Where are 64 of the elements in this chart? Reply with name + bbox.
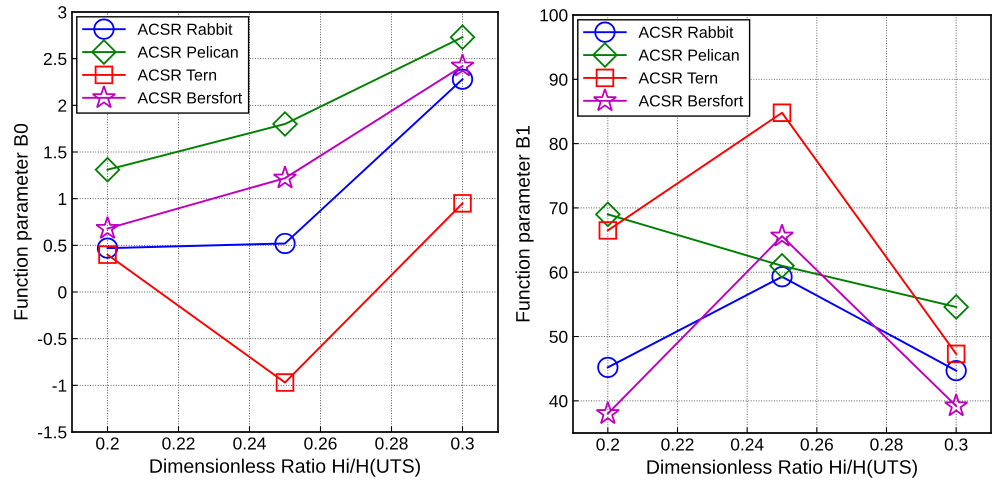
point: [943, 294, 969, 320]
y-tick-label: 40: [549, 395, 568, 408]
y-tick-label: 50: [550, 330, 568, 343]
y-tick-label: 60: [550, 266, 568, 279]
point: [946, 344, 966, 364]
x-axis-title: Dimensionless Ratio Hi/H(UTS): [647, 460, 917, 478]
y-tick-label: -0.5: [38, 332, 66, 346]
y-tick-label: 1: [58, 193, 66, 205]
y-tick-label: 0: [58, 286, 66, 298]
point: [596, 401, 620, 424]
x-tick-label: 0.22: [661, 438, 694, 451]
point: [450, 24, 476, 50]
point: [94, 157, 120, 182]
legend-label: ACSR Pelican: [638, 49, 739, 61]
y-tick-label: 70: [550, 202, 568, 214]
point: [95, 216, 120, 239]
x-tick-label: 0.26: [304, 437, 337, 450]
legend-label: ACSR Bersfort: [138, 92, 242, 104]
y-tick-label: 1.5: [44, 146, 66, 158]
x-tick-label: 0.28: [870, 438, 903, 451]
x-tick-label: 0.2: [96, 437, 119, 450]
y-axis-title: Function parameter B0: [14, 124, 32, 320]
y-tick-label: 90: [550, 73, 568, 86]
legend-label: ACSR Tern: [638, 72, 718, 84]
point: [98, 245, 117, 264]
point: [769, 253, 795, 278]
x-tick-label: 0.24: [233, 437, 266, 450]
point: [453, 194, 472, 213]
point: [770, 224, 794, 247]
y-tick-label: 2.5: [44, 52, 66, 66]
legend-label: ACSR Pelican: [138, 46, 238, 58]
y-tick-label: -1.5: [38, 426, 66, 438]
x-tick-label: 0.3: [944, 438, 968, 451]
x-tick-label: 0.24: [730, 438, 764, 451]
legend-label: ACSR Bersfort: [638, 94, 744, 107]
x-axis-title: Dimensionless Ratio Hi/H(UTS): [150, 458, 420, 477]
point: [772, 104, 792, 122]
point: [272, 165, 298, 189]
y-axis-title: Function parameter B1: [515, 126, 534, 322]
y-tick-label: 0.5: [44, 240, 66, 252]
point: [595, 202, 621, 228]
y-tick-label: 2: [58, 100, 66, 112]
point: [450, 53, 475, 77]
point: [597, 356, 618, 378]
x-tick-label: 0.22: [162, 437, 195, 450]
legend-label: ACSR Rabbit: [638, 26, 734, 38]
point: [96, 238, 118, 259]
x-tick-label: 0.28: [375, 437, 408, 450]
x-tick-label: 0.3: [451, 437, 474, 450]
point: [452, 68, 474, 90]
point: [272, 111, 298, 137]
legend-label: ACSR Tern: [138, 69, 216, 81]
point: [276, 373, 294, 392]
point: [946, 360, 967, 382]
x-tick-label: 0.26: [800, 438, 833, 451]
y-tick-label: 80: [550, 138, 568, 150]
y-tick-label: 3: [58, 6, 66, 18]
legend-label: ACSR Rabbit: [138, 23, 232, 35]
y-tick-label: 100: [540, 9, 568, 22]
point: [274, 232, 296, 254]
point: [944, 393, 968, 416]
x-tick-label: 0.2: [596, 438, 620, 451]
point: [598, 221, 618, 240]
y-tick-label: -1: [52, 380, 66, 392]
